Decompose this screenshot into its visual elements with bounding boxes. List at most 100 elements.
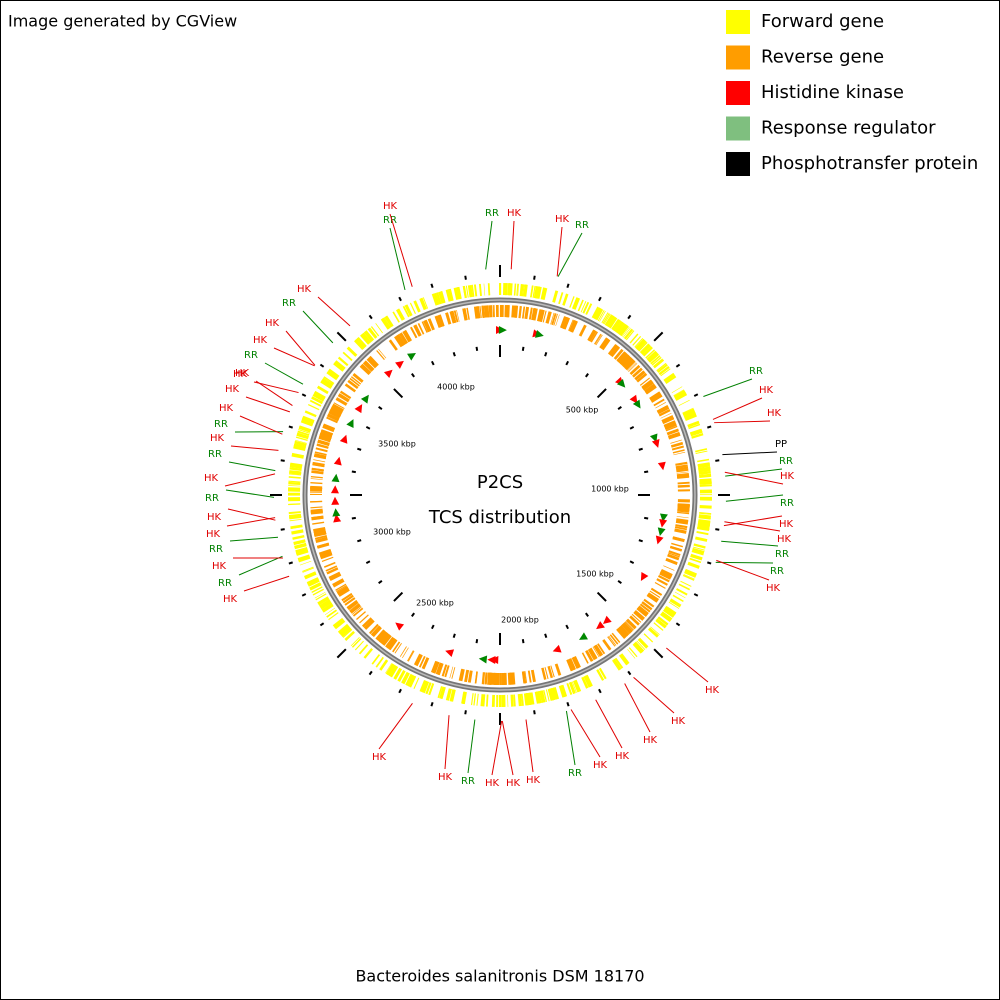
leader-line (666, 647, 709, 683)
gene (632, 642, 643, 654)
gene (699, 484, 712, 487)
gene (473, 693, 477, 706)
gene (289, 473, 302, 476)
gene (572, 680, 579, 693)
gene (368, 356, 379, 367)
gene (628, 647, 638, 658)
inner-tick (644, 470, 649, 474)
gene (363, 331, 373, 342)
inner-tick (638, 447, 643, 451)
gene (467, 284, 473, 298)
gene (637, 637, 649, 649)
gene (585, 650, 593, 662)
gene (462, 308, 468, 321)
gene (394, 643, 402, 654)
gene (618, 324, 629, 336)
gene (545, 689, 550, 702)
scale-label: 1000 kbp (591, 485, 629, 494)
gene (592, 646, 600, 658)
gene (597, 669, 605, 680)
gene (381, 634, 392, 646)
gene (625, 619, 636, 630)
inner-tick (357, 447, 362, 451)
gene (658, 365, 670, 375)
leader-line (302, 310, 334, 344)
gene (614, 657, 624, 669)
gene (659, 571, 672, 580)
gene (698, 467, 711, 472)
gene (480, 694, 485, 707)
gene (438, 291, 445, 304)
gene (315, 593, 327, 601)
gene (675, 392, 688, 401)
gene (333, 402, 345, 409)
gene (402, 647, 409, 659)
gene (327, 368, 340, 379)
leader-line (389, 227, 406, 291)
gene (334, 360, 346, 371)
gene (323, 423, 336, 430)
gene (560, 316, 566, 329)
gene (311, 586, 323, 594)
leader-line (230, 445, 279, 451)
gene (321, 603, 334, 613)
outer-tick (430, 702, 434, 707)
gene (644, 383, 656, 393)
gene (317, 596, 328, 603)
gene (324, 607, 336, 616)
gene (474, 671, 478, 684)
gene (463, 308, 468, 321)
gene (518, 306, 522, 319)
gene (295, 547, 308, 553)
gene (645, 349, 656, 359)
gene (445, 688, 452, 701)
gene (319, 600, 332, 610)
gene (683, 411, 696, 419)
gene (569, 320, 578, 333)
feature-label: HK (207, 512, 222, 523)
gene (655, 618, 667, 629)
gene (695, 536, 708, 542)
gene (395, 308, 405, 321)
feature-arrow (331, 496, 340, 505)
gene (591, 306, 601, 319)
gene (587, 649, 595, 661)
feature-label: RR (749, 366, 763, 377)
gene (558, 685, 566, 698)
gene (683, 574, 695, 580)
gene (682, 407, 694, 414)
leader-line (491, 720, 503, 776)
gene (367, 328, 377, 339)
gene (545, 311, 550, 324)
gene (678, 399, 690, 406)
gene (295, 436, 308, 442)
gene (674, 528, 687, 534)
gene (521, 306, 526, 319)
feature-label: HK (383, 201, 398, 212)
leader-line (285, 330, 316, 366)
gene (536, 309, 542, 322)
gene (309, 399, 322, 407)
gene (663, 610, 674, 618)
gene (310, 478, 323, 480)
gene (628, 363, 638, 372)
gene (321, 556, 334, 562)
gene (483, 283, 486, 296)
gene (624, 621, 634, 631)
gene (349, 603, 362, 614)
gene (684, 413, 697, 422)
leader-line (721, 540, 779, 547)
gene (337, 395, 349, 403)
gene (510, 694, 514, 707)
gene (304, 410, 317, 418)
gene (395, 334, 406, 347)
gene (288, 480, 301, 483)
feature-arrow (657, 527, 666, 537)
gene (294, 543, 307, 550)
gene (351, 606, 362, 615)
gene (326, 416, 338, 423)
leader-line (624, 683, 651, 733)
gene (368, 327, 378, 339)
gene (522, 284, 525, 297)
